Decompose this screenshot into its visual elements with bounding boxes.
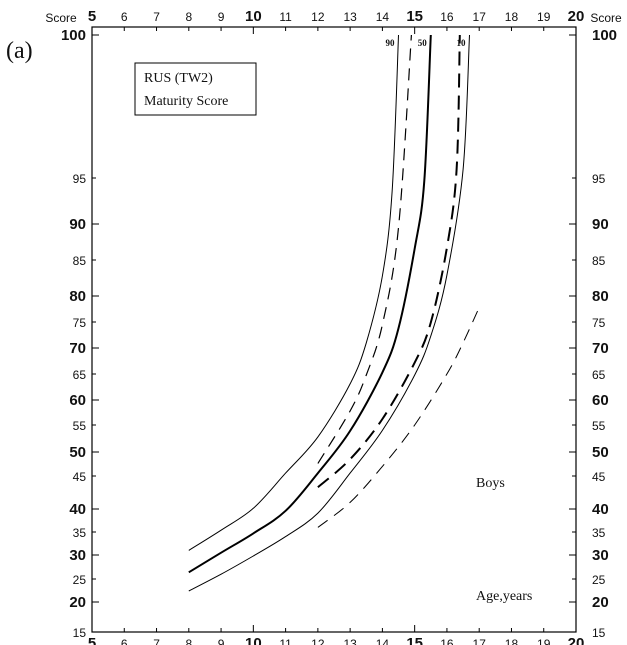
top-tick-label: 10 [245,8,262,25]
y-tick-label-left: 30 [69,547,86,564]
y-tick-label-right: 65 [592,368,606,382]
y-tick-label-right: 95 [592,172,606,186]
series-line-centile-50 [188,34,432,574]
x-tick-label: 12 [311,637,325,645]
top-tick-label: 20 [568,8,585,25]
y-tick-label-right: 40 [592,501,609,518]
y-tick-label-left: 20 [69,594,86,611]
y-tick-label-right: 60 [592,392,609,409]
x-tick-label: 16 [440,637,454,645]
top-tick-label: 16 [440,10,454,24]
y-tick-label-right: 50 [592,444,609,461]
y-tick-label-right: 55 [592,419,606,433]
x-tick-label: 8 [185,637,192,645]
score-label-right: Score [590,11,622,25]
y-tick-label-left: 95 [73,172,87,186]
title-box: RUS (TW2) Maturity Score [134,62,257,116]
top-tick-label: 19 [537,10,551,24]
top-tick-label: 13 [343,10,357,24]
y-tick-label-left: 25 [73,573,87,587]
x-tick-label: 5 [88,635,96,645]
centile-label-90: 90 [386,38,396,48]
y-tick-label-left: 50 [69,444,86,461]
plot-frame [91,26,577,633]
y-tick-label-right: 45 [592,470,606,484]
x-tick-label: 7 [153,637,160,645]
x-tick-label: 13 [343,637,357,645]
series-line-centile-10 [188,34,470,592]
x-axis-ticks-top: 5 6 7 8 9 10 11 12 13 14 15 16 17 18 19 20 [88,8,585,34]
y-tick-label-left: 35 [73,526,87,540]
x-tick-label: 19 [537,637,551,645]
score-label-left: Score [45,11,77,25]
x-tick-label: 10 [245,635,262,645]
y-tick-label-left: 90 [69,216,86,233]
y-tick-label-right: 30 [592,547,609,564]
top-tick-label: 14 [376,10,390,24]
y-tick-label-left: 15 [73,626,87,640]
x-tick-label: 9 [218,637,225,645]
y-tick-label-left: 80 [69,288,86,305]
centile-label-10: 10 [457,38,467,48]
series-layer [188,34,480,592]
series-line-dashed [317,34,461,488]
x-tick-label: 6 [121,637,128,645]
y-tick-label-right: 80 [592,288,609,305]
group-label: Boys [476,476,505,491]
y-tick-label-right: 35 [592,526,606,540]
y-tick-label-left: 65 [73,368,87,382]
y-axis-ticks-right: 15 20 25 30 35 40 45 50 55 60 65 70 75 80 85 90 95 100 [569,27,617,640]
y-tick-label-left: 55 [73,419,87,433]
top-tick-label: 9 [218,10,225,24]
top-tick-label: 8 [185,10,192,24]
y-axis-ticks-left: 15 20 25 30 35 40 45 50 55 60 65 70 75 80 85 90 95 100 [61,27,99,640]
y-tick-label-left: 60 [69,392,86,409]
title-box-frame [134,62,257,116]
y-tick-label-right: 15 [592,626,606,640]
y-tick-label-right: 20 [592,594,609,611]
y-tick-label-left: 45 [73,470,87,484]
y-tick-label-left: 85 [73,254,87,268]
x-tick-label: 20 [568,635,585,645]
series-line-dashed [317,34,412,464]
x-tick-label: 14 [376,637,390,645]
title-line-1: RUS (TW2) [144,71,213,86]
x-tick-label: 18 [505,637,519,645]
y-tick-label-right: 90 [592,216,609,233]
top-tick-label: 6 [121,10,128,24]
y-tick-label-left: 40 [69,501,86,518]
series-line-centile-90 [188,34,399,551]
top-tick-label: 18 [505,10,519,24]
y-tick-label-left: 100 [61,27,86,44]
top-tick-label: 17 [473,10,487,24]
series-line-dashed [317,307,480,528]
y-tick-label-right: 75 [592,316,606,330]
y-tick-label-right: 70 [592,340,609,357]
x-tick-label: 17 [473,637,487,645]
y-tick-label-left: 75 [73,316,87,330]
panel-label: (a) [6,38,33,64]
top-tick-label: 12 [311,10,325,24]
title-line-2: Maturity Score [144,94,228,109]
top-tick-label: 7 [153,10,160,24]
x-axis-ticks-bottom: 5 6 7 8 9 10 11 12 13 14 15 16 17 18 19 20 [88,625,585,645]
top-tick-label: 5 [88,8,96,25]
x-tick-label: 15 [406,635,423,645]
y-tick-label-right: 25 [592,573,606,587]
top-tick-label: 15 [406,8,423,25]
centile-label-50: 50 [418,38,428,48]
y-tick-label-right: 100 [592,27,617,44]
y-tick-label-right: 85 [592,254,606,268]
y-tick-label-left: 70 [69,340,86,357]
curve-labels: 90 50 10 [386,38,466,48]
x-tick-label: 11 [279,637,292,645]
top-tick-label: 11 [279,10,292,24]
x-axis-label: Age,years [476,589,532,604]
